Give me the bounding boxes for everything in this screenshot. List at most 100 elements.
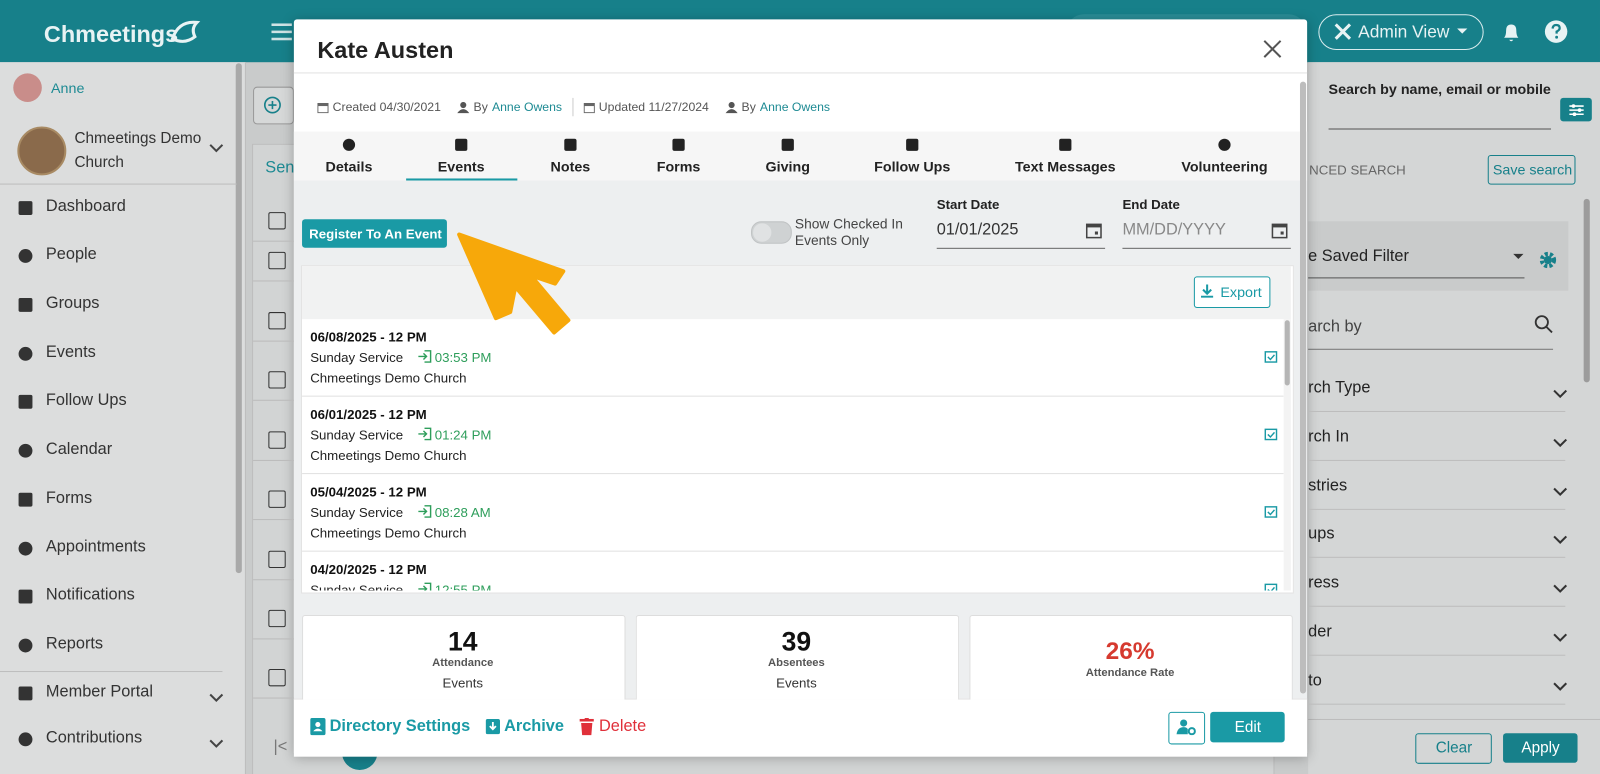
save-search-label: Save search [1492, 161, 1573, 178]
filter-row[interactable]: rch Type [1308, 379, 1371, 397]
apply-label: Apply [1521, 739, 1560, 757]
events-scroll-track [1283, 319, 1291, 591]
user-avatar[interactable] [13, 73, 42, 102]
checkin-icon [417, 350, 432, 368]
calendar-button[interactable] [1271, 222, 1288, 239]
admin-view-label: Admin View [1358, 22, 1450, 42]
admin-view-button[interactable] [1318, 14, 1484, 50]
search-by[interactable]: arch by [1308, 318, 1362, 336]
save-search-button[interactable] [1487, 155, 1576, 185]
tab[interactable]: Text Messages [1014, 158, 1116, 175]
tab[interactable]: Notes [550, 158, 591, 175]
tab[interactable]: Giving [765, 158, 810, 175]
nav-icon [18, 201, 33, 215]
row-checkbox [268, 312, 286, 330]
apply-button[interactable] [1503, 733, 1578, 763]
filter-row[interactable]: rch In [1308, 428, 1349, 446]
sidebar [0, 62, 246, 774]
first-page[interactable]: |< [273, 738, 288, 756]
nav-item[interactable]: Dashboard [45, 197, 126, 216]
end-date-input[interactable]: MM/DD/YYYY [1122, 221, 1226, 239]
archive-icon [485, 718, 500, 735]
tab[interactable]: Volunteering [1181, 158, 1268, 175]
filter-row[interactable]: ress [1308, 574, 1340, 592]
event-checkin: 08:28 AM [434, 504, 491, 521]
start-date-input[interactable]: 01/01/2025 [936, 221, 1019, 239]
nav-item[interactable]: Groups [45, 294, 100, 313]
user-settings-button[interactable] [1168, 711, 1206, 745]
event-row[interactable]: 06/01/2025 - 12 PM Sunday Service 01:24 PM… [302, 396, 1284, 475]
nav-icon [18, 492, 33, 507]
menu-icon[interactable] [271, 22, 293, 41]
user-name[interactable]: Anne [51, 79, 85, 96]
saved-filter[interactable]: e Saved Filter [1308, 247, 1409, 266]
user-gear-icon [1176, 719, 1196, 736]
created-by[interactable]: Anne Owens [491, 99, 563, 115]
by-label: By [741, 99, 756, 115]
register-button[interactable] [302, 219, 447, 248]
chevron [1553, 531, 1568, 549]
church-name[interactable]: Chmeetings Demo Church [74, 129, 202, 172]
row-divider [253, 399, 294, 401]
calendar-button[interactable] [1085, 222, 1102, 239]
stat-sub: Events [776, 675, 817, 691]
advanced-search-label[interactable]: NCED SEARCH [1309, 162, 1406, 178]
bell-icon[interactable] [1501, 21, 1521, 43]
row-divider [253, 697, 294, 699]
nav-item[interactable]: Appointments [45, 538, 146, 556]
annotation-arrow [457, 232, 571, 335]
event-row[interactable]: 05/04/2025 - 12 PM Sunday Service 08:28 AM… [302, 474, 1284, 552]
nav-item[interactable]: Follow Ups [45, 391, 127, 409]
filter-divider [1308, 508, 1566, 510]
nav-item[interactable]: Member Portal [45, 683, 153, 701]
nav-item[interactable]: Reports [45, 635, 104, 653]
filter-row[interactable]: der [1308, 623, 1332, 641]
updated-by[interactable]: Anne Owens [759, 99, 831, 115]
tab[interactable]: Details [325, 158, 373, 175]
filter-row[interactable]: to [1308, 672, 1322, 690]
stat-card [969, 614, 1293, 700]
help-icon[interactable] [1544, 19, 1568, 43]
delete[interactable]: Delete [598, 717, 647, 736]
nav-item[interactable]: People [45, 245, 97, 264]
nav-icon [18, 732, 33, 747]
checked-icon [1264, 427, 1278, 445]
edit-button[interactable] [1210, 711, 1285, 743]
row-checkbox [268, 550, 286, 569]
close-button[interactable] [1262, 39, 1282, 59]
divider [0, 671, 223, 673]
nav-icon [18, 589, 33, 604]
nav-item[interactable]: Contributions [45, 729, 143, 747]
event-row[interactable]: 04/20/2025 - 12 PM Sunday Service 12:55 PM… [302, 551, 1284, 591]
chevron [209, 735, 224, 753]
tab[interactable]: Follow Ups [874, 158, 951, 175]
brand[interactable]: Chmeetings [43, 20, 179, 47]
sliders-icon [1569, 104, 1584, 117]
nav-item[interactable]: Events [45, 343, 96, 362]
nav-item[interactable]: Forms [45, 489, 93, 507]
gear-icon[interactable] [1539, 251, 1557, 269]
event-row[interactable]: 06/08/2025 - 12 PM Sunday Service 03:53 PM… [302, 319, 1284, 397]
row-checkbox [268, 668, 286, 687]
archive[interactable]: Archive [504, 717, 564, 736]
tab[interactable]: Events [437, 158, 485, 175]
checked-icon [1264, 582, 1278, 591]
tab-icon [1218, 138, 1231, 151]
tab-icon [564, 138, 577, 151]
row-divider [253, 340, 294, 342]
stat-card [635, 614, 960, 700]
tab[interactable]: Forms [656, 158, 701, 175]
modal-title: Kate Austen [317, 36, 454, 64]
nav-item[interactable]: Calendar [45, 440, 113, 458]
created: Created 04/30/2021 [332, 99, 441, 115]
search-underline [1328, 128, 1552, 130]
nav-item[interactable]: Notifications [45, 586, 135, 604]
filter-row[interactable]: ups [1308, 525, 1335, 543]
event-date: 06/08/2025 - 12 PM [310, 329, 427, 345]
clear-button[interactable] [1415, 733, 1492, 764]
filter-row[interactable]: stries [1308, 477, 1348, 495]
directory-settings[interactable]: Directory Settings [329, 717, 471, 736]
search-icon[interactable] [1534, 314, 1554, 334]
clear-label: Clear [1435, 739, 1473, 757]
checkin-icon [417, 582, 432, 591]
